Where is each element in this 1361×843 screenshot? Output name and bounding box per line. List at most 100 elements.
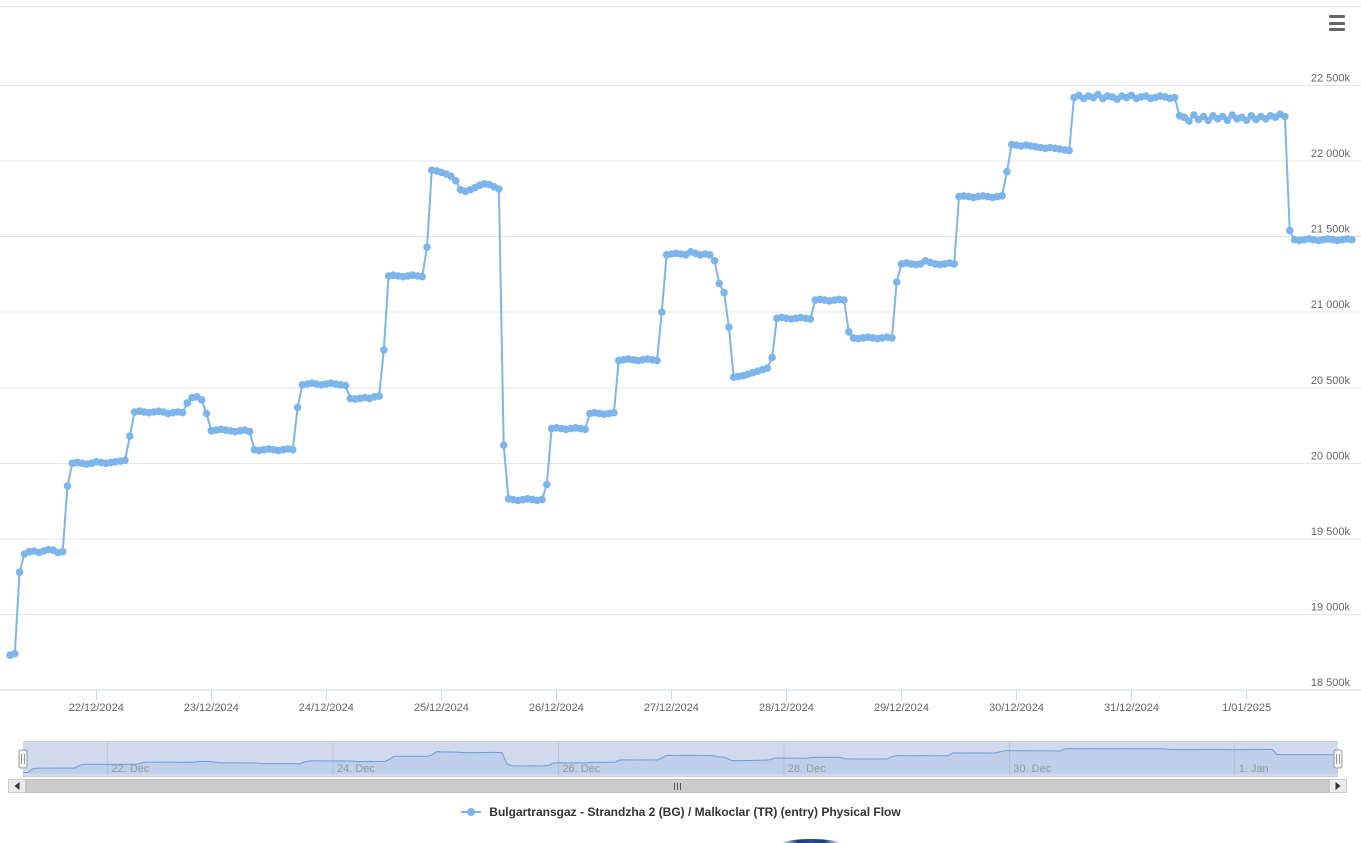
handle-grip[interactable] — [18, 749, 28, 769]
navigator-axis-label: 24. Dec — [337, 763, 375, 775]
chart-context-menu-button[interactable] — [1325, 12, 1349, 34]
series-marker — [183, 399, 192, 407]
arrow-left-icon — [14, 782, 20, 790]
scrollbar-left-button[interactable] — [8, 779, 26, 793]
series-marker — [418, 272, 427, 281]
series-marker — [543, 480, 551, 489]
series-marker — [610, 408, 618, 417]
series-marker — [447, 172, 455, 180]
navigator-outline — [23, 741, 1338, 777]
series-marker — [840, 296, 848, 304]
navigator-series-area — [23, 748, 1338, 774]
series-marker — [245, 427, 254, 436]
arrow-right-icon — [1335, 782, 1341, 790]
series-marker — [1170, 93, 1179, 102]
y-axis-label: 21 500k — [1311, 224, 1351, 236]
series-marker — [888, 334, 896, 342]
series-marker — [581, 425, 589, 434]
main-plot-area[interactable]: 22/12/2024 23/12/2024 24/12/2024 25/12/2024… — [0, 0, 1361, 735]
series-marker — [11, 649, 19, 658]
series-marker — [375, 392, 383, 400]
series-marker — [725, 323, 733, 332]
x-axis-label: 22/12/2024 — [69, 702, 124, 714]
series-marker — [58, 547, 67, 556]
series-marker — [710, 257, 719, 265]
legend-series-marker-icon — [461, 808, 482, 816]
handle-rifle-icon — [1336, 754, 1340, 764]
series-marker — [806, 315, 815, 323]
series-marker — [715, 279, 724, 288]
y-axis-label: 21 000k — [1311, 299, 1351, 311]
y-axis-label: 18 500k — [1311, 677, 1351, 689]
scrollbar-rifle-icon — [677, 782, 678, 790]
x-axis-label: 31/12/2024 — [1104, 702, 1159, 714]
x-axis-label: 23/12/2024 — [184, 702, 239, 714]
series-marker — [1185, 117, 1193, 125]
series-marker — [706, 251, 714, 259]
legend: Bulgartransgaz - Strandzha 2 (BG) / Malk… — [0, 805, 1361, 819]
x-axis-label: 1/01/2025 — [1222, 702, 1271, 714]
series-marker — [289, 445, 297, 454]
navigator-handle-left[interactable] — [18, 749, 28, 769]
series-marker — [1190, 111, 1198, 119]
y-axis-label: 19 000k — [1311, 601, 1351, 613]
x-axis-label: 28/12/2024 — [759, 702, 814, 714]
navigator-handle-right[interactable] — [1333, 749, 1343, 769]
series-marker — [380, 346, 388, 354]
series-marker — [499, 441, 508, 450]
y-axis-label: 19 500k — [1311, 526, 1351, 538]
series-marker — [293, 403, 302, 412]
legend-item-label[interactable]: Bulgartransgaz - Strandzha 2 (BG) / Malk… — [489, 805, 901, 819]
bottom-cutoff-button[interactable] — [781, 839, 841, 843]
navigator-axis-label: 28. Dec — [788, 763, 826, 775]
navigator-selected-range-mask[interactable] — [23, 741, 1338, 777]
scrollbar-rifle-icon — [674, 782, 675, 790]
series-marker — [63, 482, 72, 490]
series-marker — [1348, 235, 1356, 244]
y-axis-label: 20 000k — [1311, 450, 1351, 462]
series-marker — [1285, 226, 1294, 235]
series-marker — [658, 308, 666, 317]
y-axis-label: 22 000k — [1311, 148, 1351, 160]
navigator-series-line — [23, 748, 1338, 773]
x-axis-label: 26/12/2024 — [529, 702, 584, 714]
series-line — [9, 93, 1353, 657]
series-marker — [653, 356, 661, 365]
series-marker — [197, 396, 206, 404]
scrollbar-track[interactable] — [26, 779, 1329, 793]
series-marker — [892, 278, 901, 286]
series-marker — [1281, 112, 1289, 121]
navigator-axis-label: 26. Dec — [562, 763, 600, 775]
series-marker — [202, 409, 211, 418]
scrollbar — [8, 779, 1347, 793]
series-marker — [15, 568, 24, 576]
series-marker — [126, 432, 134, 440]
handle-grip[interactable] — [1333, 749, 1343, 769]
series-marker — [1003, 167, 1011, 176]
series-marker — [538, 495, 546, 504]
series-marker — [423, 243, 431, 251]
y-axis-label: 20 500k — [1311, 375, 1351, 387]
handle-rifle-icon — [21, 754, 25, 764]
x-axis-label: 24/12/2024 — [299, 702, 354, 714]
series-marker — [1242, 116, 1251, 125]
series-marker — [451, 177, 460, 185]
series-marker — [763, 364, 772, 372]
series-marker — [998, 192, 1006, 200]
series-marker — [121, 456, 129, 465]
series-marker — [1223, 116, 1232, 125]
x-axis-label: 25/12/2024 — [414, 702, 469, 714]
y-axis-label: 22 500k — [1311, 73, 1351, 85]
series-marker — [845, 328, 853, 336]
series-marker — [950, 260, 958, 268]
series-marker — [768, 353, 776, 362]
navigator-axis-label: 30. Dec — [1013, 763, 1051, 775]
navigator-axis-label: 22. Dec — [112, 763, 150, 775]
series-marker — [720, 288, 728, 297]
series-marker — [178, 408, 187, 417]
scrollbar-thumb[interactable] — [26, 779, 1329, 793]
series-marker — [1065, 146, 1073, 155]
navigator[interactable]: 22. Dec 24. Dec 26. Dec 28. Dec 30. Dec 1. Ja… — [0, 741, 1361, 779]
x-axis-label: 30/12/2024 — [989, 702, 1044, 714]
scrollbar-right-button[interactable] — [1329, 779, 1347, 793]
